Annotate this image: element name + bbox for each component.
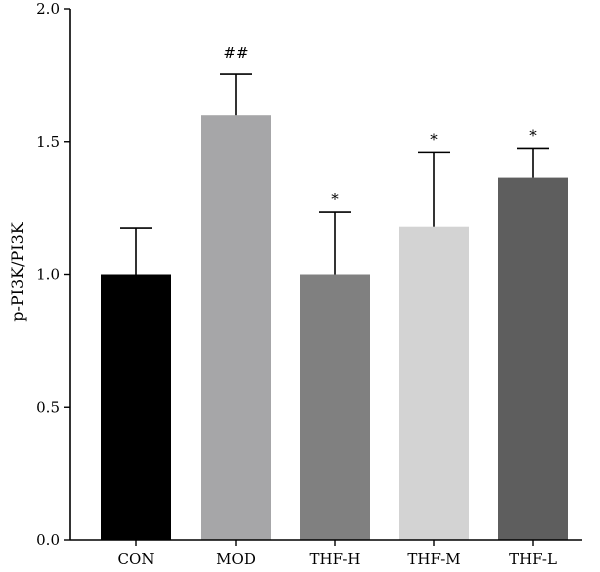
x-category-label: MOD: [216, 550, 256, 568]
y-axis: 0.0 0.5 1.0 1.5 2.0: [36, 0, 71, 549]
x-category-label: THF-L: [509, 550, 557, 568]
bar-thf-l: [498, 177, 568, 540]
significance-label: ##: [223, 44, 248, 62]
x-category-label: THF-M: [407, 550, 460, 568]
y-tick-label: 1.5: [36, 133, 60, 151]
error-bar-thf-h: [319, 211, 351, 275]
y-tick-label: 0.5: [36, 398, 60, 416]
significance-label: *: [430, 130, 438, 148]
y-tick-label: 1.0: [36, 266, 60, 284]
y-axis-title: p-PI3K/PI3K: [8, 221, 27, 322]
error-bar-mod: [220, 73, 252, 116]
error-bar-thf-m: [418, 151, 450, 227]
error-bar-con: [120, 227, 152, 275]
significance-label: *: [529, 126, 537, 144]
x-axis: CON MOD THF-H THF-M THF-L: [70, 539, 582, 568]
x-category-label: THF-H: [310, 550, 361, 568]
bar-mod: [201, 115, 271, 540]
y-tick-label: 2.0: [36, 0, 60, 18]
bars-group: ## * * *: [101, 44, 568, 540]
bar-thf-h: [300, 274, 370, 540]
error-bar-thf-l: [517, 147, 549, 178]
bar-thf-m: [399, 226, 469, 540]
x-category-label: CON: [118, 550, 155, 568]
significance-label: *: [331, 190, 339, 208]
y-tick-label: 0.0: [36, 531, 60, 549]
bar-con: [101, 274, 171, 540]
